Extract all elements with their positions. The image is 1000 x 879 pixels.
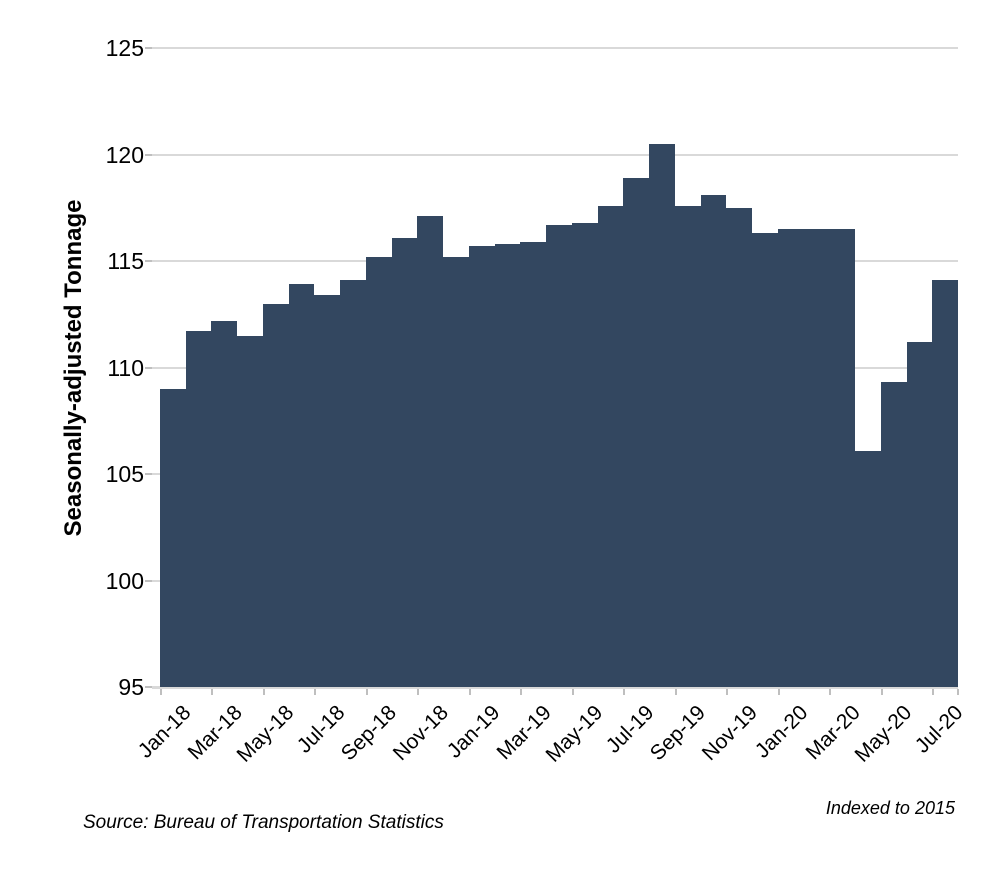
- y-tick: [145, 47, 152, 49]
- x-tick-label-may-20: May-20: [850, 701, 916, 767]
- x-tick-label-may-19: May-19: [541, 701, 608, 767]
- gridline: [152, 47, 958, 49]
- y-tick-label: 100: [105, 567, 144, 594]
- bar-jul-19: [623, 177, 649, 688]
- bar-nov-19: [726, 207, 752, 688]
- y-tick-label: 120: [105, 141, 144, 168]
- bar-may-19: [572, 222, 598, 688]
- y-tick-label: 125: [105, 35, 144, 61]
- x-tick-label-jan-18: Jan-18: [133, 701, 196, 763]
- x-tick: [880, 689, 883, 695]
- y-tick-label: 95: [118, 674, 144, 700]
- y-tick: [145, 473, 152, 475]
- y-tick: [145, 366, 152, 369]
- y-tick-label: 110: [107, 354, 144, 381]
- bar-jul-20: [932, 280, 958, 688]
- x-tick: [777, 689, 780, 695]
- x-tick: [674, 689, 677, 695]
- bar-jun-19: [598, 205, 623, 688]
- bar-nov-18: [417, 216, 443, 688]
- x-tick: [957, 689, 959, 695]
- x-tick-label-sep-19: Sep-19: [645, 701, 710, 766]
- bar-mar-19: [520, 241, 546, 688]
- x-tick: [468, 689, 471, 695]
- x-tick-label-may-18: May-18: [232, 701, 299, 767]
- x-tick-label-jan-19: Jan-19: [442, 701, 505, 763]
- x-tick: [160, 689, 162, 695]
- bar-dec-18: [443, 256, 469, 688]
- x-tick-label-sep-18: Sep-18: [336, 701, 402, 766]
- y-tick-label: 105: [105, 461, 144, 487]
- x-tick-label-jul-20: Jul-20: [910, 701, 968, 758]
- x-axis-line: [152, 687, 958, 689]
- bar-may-20: [881, 382, 907, 688]
- y-tick: [145, 686, 152, 688]
- bar-mar-18: [211, 320, 237, 688]
- y-tick: [145, 153, 152, 156]
- bar-aug-18: [340, 280, 366, 688]
- x-tick: [211, 689, 214, 695]
- bar-oct-19: [701, 194, 726, 688]
- x-tick: [829, 689, 832, 695]
- y-tick-label: 115: [107, 248, 144, 274]
- bar-jan-19: [469, 246, 495, 688]
- bar-may-18: [263, 303, 289, 688]
- bar-feb-19: [495, 243, 520, 688]
- x-tick: [417, 689, 420, 695]
- x-tick: [314, 689, 317, 695]
- x-tick-label-jan-20: Jan-20: [751, 701, 813, 763]
- bar-jan-18: [160, 388, 186, 688]
- bar-jun-20: [907, 341, 932, 688]
- gridline: [152, 153, 958, 156]
- x-tick: [262, 689, 265, 695]
- bar-apr-19: [546, 224, 572, 688]
- bar-feb-18: [186, 331, 211, 688]
- bar-sep-19: [675, 205, 701, 688]
- bar-jul-18: [314, 295, 340, 688]
- x-tick: [623, 689, 626, 695]
- bar-sep-18: [366, 256, 392, 688]
- x-tick: [932, 689, 935, 695]
- bar-jun-18: [289, 284, 314, 688]
- bar-mar-20: [829, 229, 855, 688]
- x-tick: [365, 689, 368, 695]
- bar-apr-20: [855, 450, 881, 688]
- index-note: Indexed to 2015: [825, 798, 955, 818]
- x-tick: [571, 689, 574, 695]
- x-tick: [726, 689, 729, 695]
- bar-aug-19: [649, 143, 675, 688]
- bar-feb-20: [804, 229, 829, 688]
- bar-jan-20: [778, 229, 804, 688]
- x-tick-label-nov-18: Nov-18: [388, 701, 453, 766]
- x-tick-label-nov-19: Nov-19: [697, 701, 762, 766]
- y-tick: [145, 260, 152, 262]
- y-tick: [145, 579, 152, 582]
- x-tick: [520, 689, 523, 695]
- source-note: Source: Bureau of Transportation Statist…: [83, 812, 444, 833]
- bar-dec-19: [752, 233, 778, 688]
- bar-oct-18: [392, 237, 417, 688]
- bar-apr-18: [237, 335, 263, 688]
